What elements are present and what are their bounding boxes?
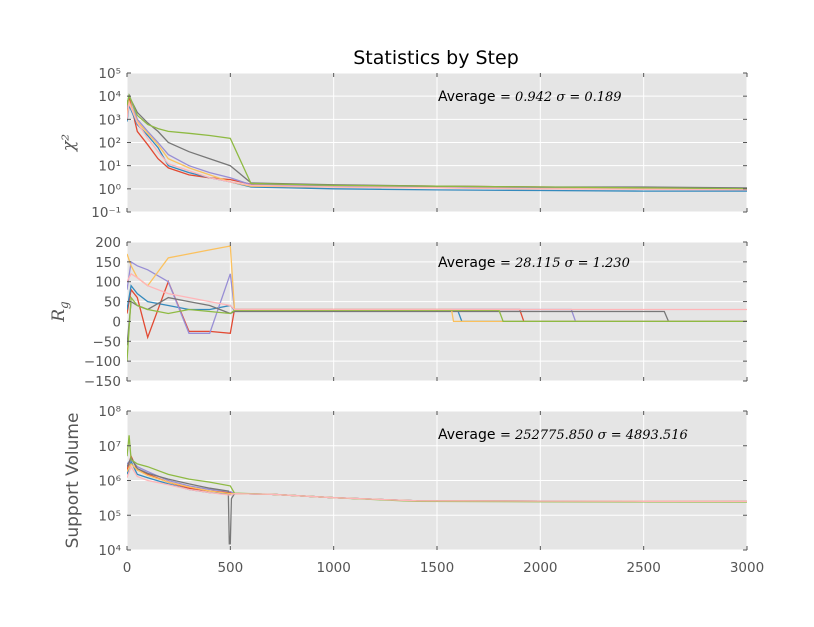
rg-y-tick-label: −100 — [84, 354, 121, 370]
chi2-y-axis-label: χ² — [59, 134, 79, 152]
rg-series-line-7 — [127, 272, 747, 311]
x-tick-label: 2500 — [626, 560, 660, 576]
support-annotation: Average = 252775.850 σ = 4893.516 — [438, 427, 688, 443]
rg-annotation-label: Average — [438, 255, 500, 271]
x-tick-label: 1500 — [420, 560, 454, 576]
rg-series-line-6 — [127, 295, 747, 362]
chi2-series-group — [127, 92, 747, 192]
support-y-tick-label: 10⁸ — [98, 404, 121, 420]
chi2-y-tick-label: 10⁴ — [98, 89, 121, 105]
panels: 10⁻¹ 10⁰ 10¹ 10² 10³ 10⁴ 10⁵ χ² Average = 0.942 … — [49, 66, 764, 576]
chi2-y-tick-label: 10⁰ — [98, 182, 121, 198]
x-tick-label: 500 — [217, 560, 243, 576]
rg-y-tick-label: 100 — [95, 275, 121, 291]
chi2-series-line-6 — [127, 92, 747, 190]
support-y-tick-label: 10⁷ — [98, 439, 121, 455]
rg-series-group — [127, 245, 747, 362]
chi2-y-tick-label: 10⁻¹ — [91, 205, 121, 221]
chi2-y-tick-label: 10³ — [98, 112, 121, 128]
chi2-y-tick-label: 10² — [98, 136, 121, 152]
chi2-series-line-7 — [127, 100, 747, 191]
support-y-tick-label: 10⁴ — [98, 543, 121, 559]
rg-ticks: −150 −100 −50 0 50 100 150 200 — [84, 235, 748, 390]
rg-annotation-stats: = 28.115 σ = 1.230 — [500, 256, 630, 271]
panel-rg: −150 −100 −50 0 50 100 150 200 Rg Average = 28.11… — [49, 235, 748, 390]
chi2-series-line-3 — [127, 94, 747, 190]
rg-y-tick-label: 200 — [95, 235, 121, 251]
support-y-axis-label: Support Volume — [63, 413, 83, 549]
support-y-tick-label: 10⁶ — [98, 474, 121, 490]
chi2-ticks: 10⁻¹ 10⁰ 10¹ 10² 10³ 10⁴ 10⁵ — [91, 66, 748, 221]
rg-series-line-5 — [127, 245, 747, 323]
rg-y-tick-label: −50 — [93, 334, 122, 350]
rg-y-tick-label: 50 — [104, 295, 121, 311]
x-tick-label: 1000 — [316, 560, 350, 576]
chi2-annotation: Average = 0.942 σ = 0.189 — [438, 89, 622, 105]
rg-annotation: Average = 28.115 σ = 1.230 — [438, 255, 630, 271]
panel-support: 10⁴ 10⁵ 10⁶ 10⁷ 10⁸ 0 500 1000 1500 2000 2500 3000 S… — [63, 404, 764, 576]
panel-chi2: 10⁻¹ 10⁰ 10¹ 10² 10³ 10⁴ 10⁵ χ² Average = 0.942 … — [59, 66, 748, 221]
support-series-group — [127, 435, 747, 545]
chi2-y-tick-label: 10¹ — [98, 159, 121, 175]
support-y-tick-label: 10⁵ — [98, 508, 121, 524]
x-tick-label: 3000 — [730, 560, 764, 576]
support-annotation-stats: = 252775.850 σ = 4893.516 — [500, 428, 688, 443]
chi2-y-tick-label: 10⁵ — [98, 66, 121, 82]
rg-y-axis-label: Rg — [49, 301, 71, 323]
support-annotation-label: Average — [438, 427, 500, 443]
chi2-annotation-label: Average — [438, 89, 500, 105]
support-ticks: 10⁴ 10⁵ 10⁶ 10⁷ 10⁸ 0 500 1000 1500 2000 2500 3000 — [98, 404, 764, 576]
rg-y-tick-label: −150 — [84, 374, 121, 390]
rg-y-tick-label: 150 — [95, 255, 121, 271]
rg-y-axis-label-subscript: g — [57, 301, 71, 309]
rg-y-tick-label: 0 — [112, 314, 121, 330]
chi2-annotation-stats: = 0.942 σ = 0.189 — [500, 90, 622, 105]
x-tick-label: 2000 — [523, 560, 557, 576]
support-series-line-7 — [127, 465, 747, 503]
x-tick-label: 0 — [123, 560, 132, 576]
chart-title: Statistics by Step — [353, 47, 519, 69]
